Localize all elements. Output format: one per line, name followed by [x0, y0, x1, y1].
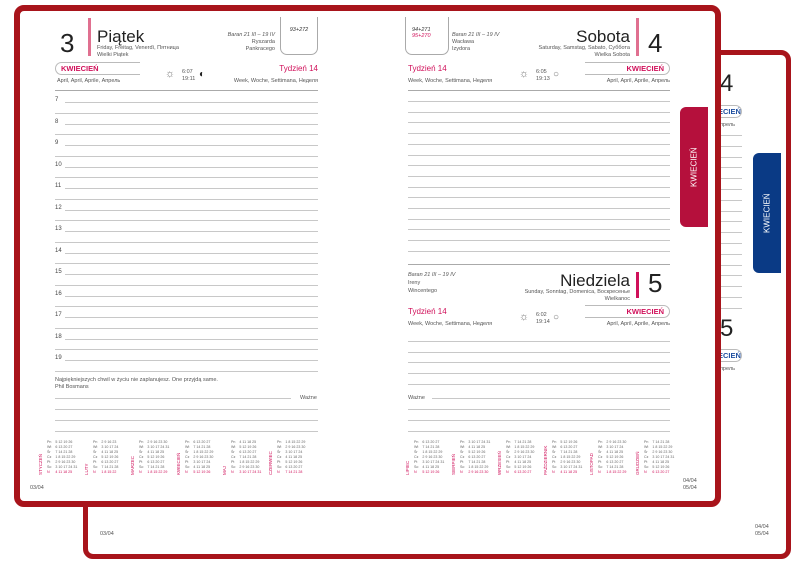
- back-month-translations-2: l, Апрель: [712, 366, 735, 372]
- ruled-line: [712, 178, 742, 180]
- back-page-date-left: 03/04: [100, 531, 114, 537]
- ruled-line: [712, 167, 742, 169]
- ruled-line: [712, 232, 742, 234]
- ruled-line: [712, 210, 742, 212]
- month-tab-red[interactable]: KWIECIEŃ: [680, 107, 708, 227]
- ruled-line: [712, 145, 742, 147]
- month-tab-blue[interactable]: KWIECIEŃ: [753, 153, 781, 273]
- back-day-number-5: 5: [720, 315, 734, 342]
- ruled-line: [712, 253, 742, 255]
- ruled-line: [712, 189, 742, 190]
- ruled-line: [712, 307, 742, 309]
- front-planner-cover: [14, 5, 721, 507]
- back-day-number-4: 4: [720, 70, 734, 97]
- back-page-date-right-1: 04/04: [755, 524, 769, 530]
- page-date-right-1: 04/04: [683, 478, 697, 484]
- ruled-line: [712, 135, 742, 136]
- ruled-line: [712, 286, 742, 288]
- page-date-right-2: 05/04: [683, 485, 697, 491]
- ruled-line: [712, 275, 742, 277]
- ruled-line: [712, 221, 742, 223]
- ruled-line: [712, 243, 742, 244]
- back-month-translations: l, Апрель: [712, 122, 735, 128]
- ruled-line: [712, 264, 742, 266]
- ruled-line: [712, 199, 742, 201]
- back-ruled-lines: [712, 135, 742, 310]
- ruled-line: [712, 156, 742, 158]
- ruled-line: [712, 297, 742, 298]
- back-page-peek: 4: [720, 70, 733, 98]
- back-page-date-right-2: 05/04: [755, 531, 769, 537]
